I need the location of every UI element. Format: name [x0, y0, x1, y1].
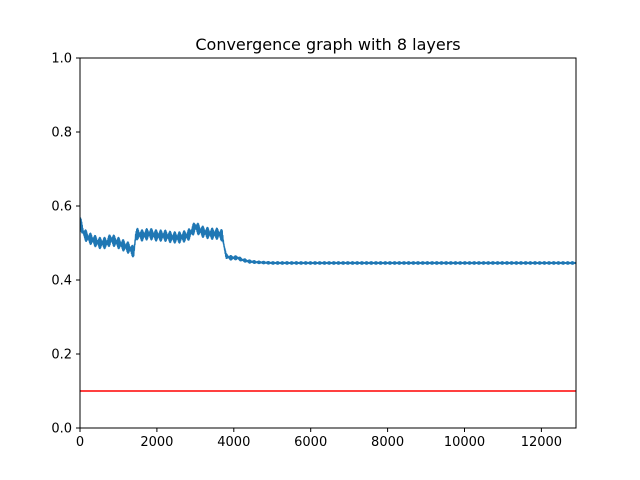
plot-area	[79, 57, 577, 429]
x-tick-label: 0	[76, 435, 84, 450]
plot-frame	[79, 57, 577, 429]
x-tick-label: 2000	[140, 435, 173, 450]
y-tick-label: 0.2	[51, 348, 72, 363]
y-tick-label: 0.0	[51, 422, 72, 437]
x-tick-label: 12000	[521, 435, 562, 450]
x-tick-label: 10000	[444, 435, 485, 450]
series-layer	[80, 217, 576, 392]
chart-title: Convergence graph with 8 layers	[195, 35, 460, 54]
y-tick-label: 0.8	[51, 126, 72, 141]
y-axis: 0.0 0.2 0.4 0.6 0.8 1.0	[51, 52, 80, 437]
x-tick-label: 8000	[371, 435, 404, 450]
x-axis: 0 2000 4000 6000 8000 10000 12000	[76, 428, 562, 450]
series-line	[80, 217, 576, 265]
x-tick-label: 6000	[294, 435, 327, 450]
y-tick-label: 0.6	[51, 200, 72, 215]
y-tick-label: 1.0	[51, 52, 72, 67]
y-tick-label: 0.4	[51, 274, 72, 289]
x-tick-label: 4000	[217, 435, 250, 450]
